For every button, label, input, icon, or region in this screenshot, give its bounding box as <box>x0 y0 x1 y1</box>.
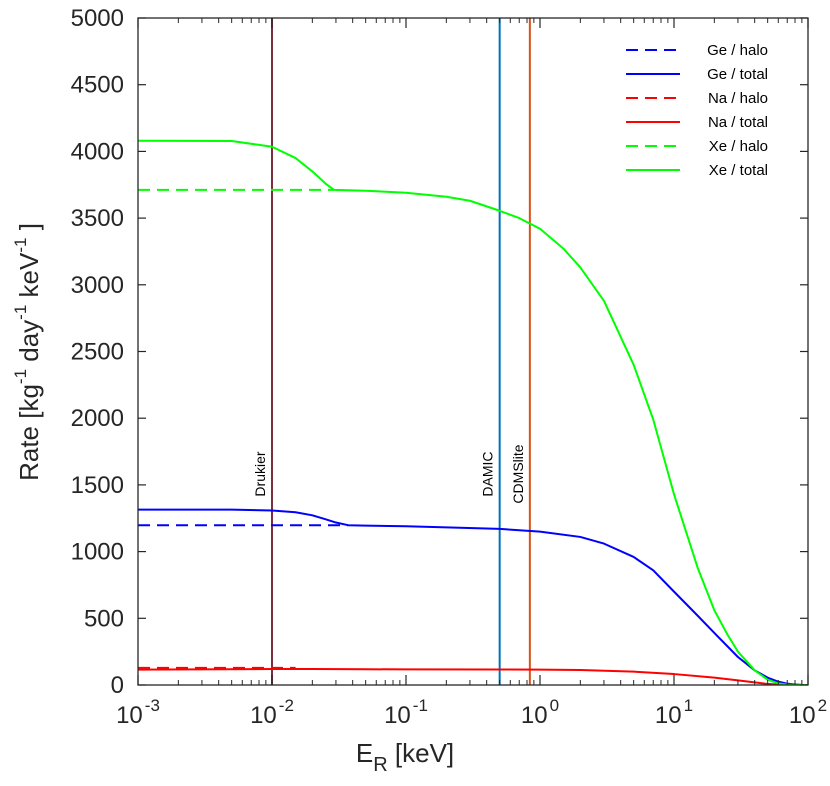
y-tick-label: 1000 <box>71 539 124 566</box>
vline-label-cdmslite: CDMSlite <box>510 444 526 503</box>
legend-label: Ge / total <box>707 66 768 83</box>
y-tick-label: 4500 <box>71 72 124 99</box>
y-axis-title: Rate [kg-1 day-1 keV-1 ] <box>11 223 44 481</box>
x-axis-title: ER [keV] <box>356 738 454 776</box>
y-tick-label: 5000 <box>71 5 124 32</box>
legend-label: Xe / halo <box>709 138 768 155</box>
y-axis-title-part2: day <box>14 320 44 369</box>
series-lines <box>138 139 808 685</box>
vline-label-drukier: Drukier <box>252 451 268 496</box>
legend-label: Ge / halo <box>707 42 768 59</box>
y-tick-label: 0 <box>111 672 124 699</box>
y-axis-title-exp2: -1 <box>11 305 30 320</box>
y-axis-title-exp1: -1 <box>11 369 30 384</box>
x-axis-title-rest: [keV] <box>388 738 454 768</box>
vertical-line-labels: Drukier DAMIC CDMSlite <box>252 444 526 503</box>
x-tick-label: 10 2 <box>789 696 827 729</box>
y-axis-title-part3: keV <box>14 252 44 305</box>
y-axis-title-part1: Rate [kg <box>14 384 44 481</box>
x-axis-title-sub: R <box>373 754 387 776</box>
legend: Ge / halo Ge / total Na / halo Na / total Xe… <box>626 42 768 179</box>
series-xe-total <box>138 139 808 685</box>
y-tick-label: 3000 <box>71 272 124 299</box>
legend-label: Na / total <box>708 114 768 131</box>
vertical-lines <box>271 18 531 685</box>
series-ge-total <box>138 508 808 685</box>
y-tick-label: 1500 <box>71 472 124 499</box>
x-axis-title-main: E <box>356 738 373 768</box>
y-tick-label: 2000 <box>71 405 124 432</box>
y-tick-label: 4000 <box>71 138 124 165</box>
x-tick-label: 10 0 <box>521 696 559 729</box>
tick-labels: 0 500 1000 1500 2000 2500 3000 3500 4000 4500 5000… <box>71 5 827 729</box>
y-tick-label: 3500 <box>71 205 124 232</box>
axes <box>137 17 809 686</box>
y-tick-label: 500 <box>84 605 124 632</box>
x-tick-label: 10 -1 <box>384 696 428 729</box>
x-tick-label: 10 1 <box>655 696 693 729</box>
x-tick-label: 10 -3 <box>116 696 160 729</box>
series-na-total <box>138 667 808 685</box>
y-axis-title-exp3: -1 <box>11 238 30 253</box>
legend-label: Na / halo <box>708 90 768 107</box>
vline-label-damic: DAMIC <box>480 451 496 496</box>
x-tick-label: 10 -2 <box>250 696 294 729</box>
y-tick-label: 2500 <box>71 339 124 366</box>
y-axis-title-part4: ] <box>14 223 44 237</box>
legend-label: Xe / total <box>709 162 768 179</box>
